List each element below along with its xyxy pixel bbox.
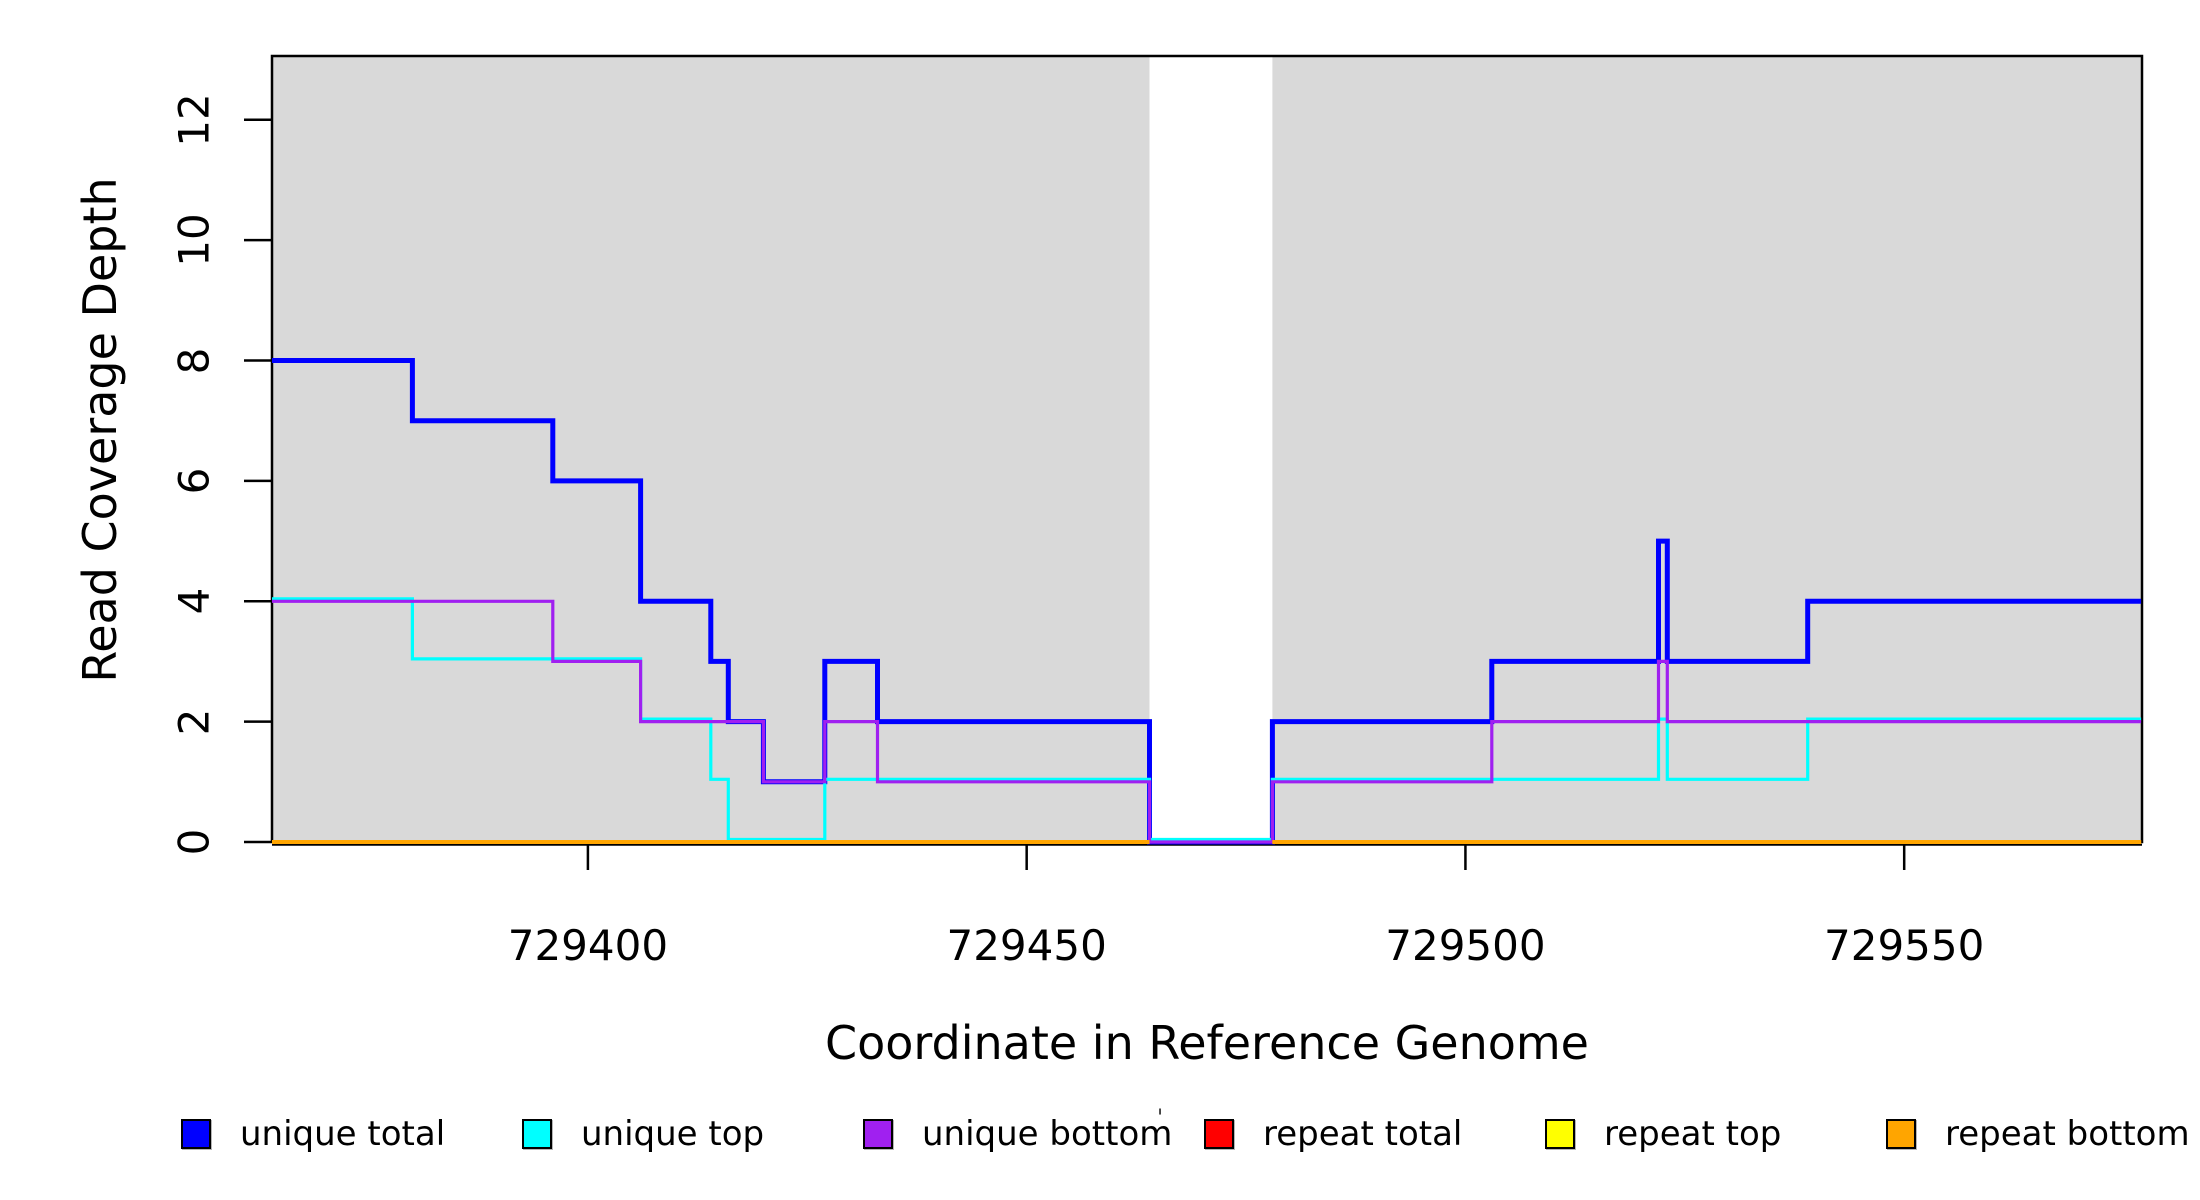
y-tick-label: 0	[169, 828, 219, 856]
y-tick-label: 8	[169, 347, 219, 374]
y-tick-label: 10	[169, 213, 219, 267]
y-tick-label: 6	[169, 467, 219, 495]
y-tick-label: 2	[169, 708, 219, 735]
shaded-region-1	[1272, 56, 2142, 842]
x-tick-label: 729450	[946, 921, 1107, 970]
series-unique-total	[272, 358, 2142, 845]
x-axis-title: Coordinate in Reference Genome	[825, 1016, 1589, 1070]
stray-mark-artifact: '	[1157, 1106, 1164, 1131]
y-axis-title: Read Coverage Depth	[73, 177, 127, 683]
x-tick-label: 729400	[507, 921, 669, 970]
y-tick-label: 12	[169, 93, 219, 147]
shaded-region-0	[272, 56, 1150, 842]
x-tick-label: 729550	[1824, 921, 1985, 970]
series-unique-bottom	[272, 599, 2142, 844]
x-tick-label: 729500	[1385, 921, 1546, 970]
y-tick-label: 4	[169, 587, 219, 615]
